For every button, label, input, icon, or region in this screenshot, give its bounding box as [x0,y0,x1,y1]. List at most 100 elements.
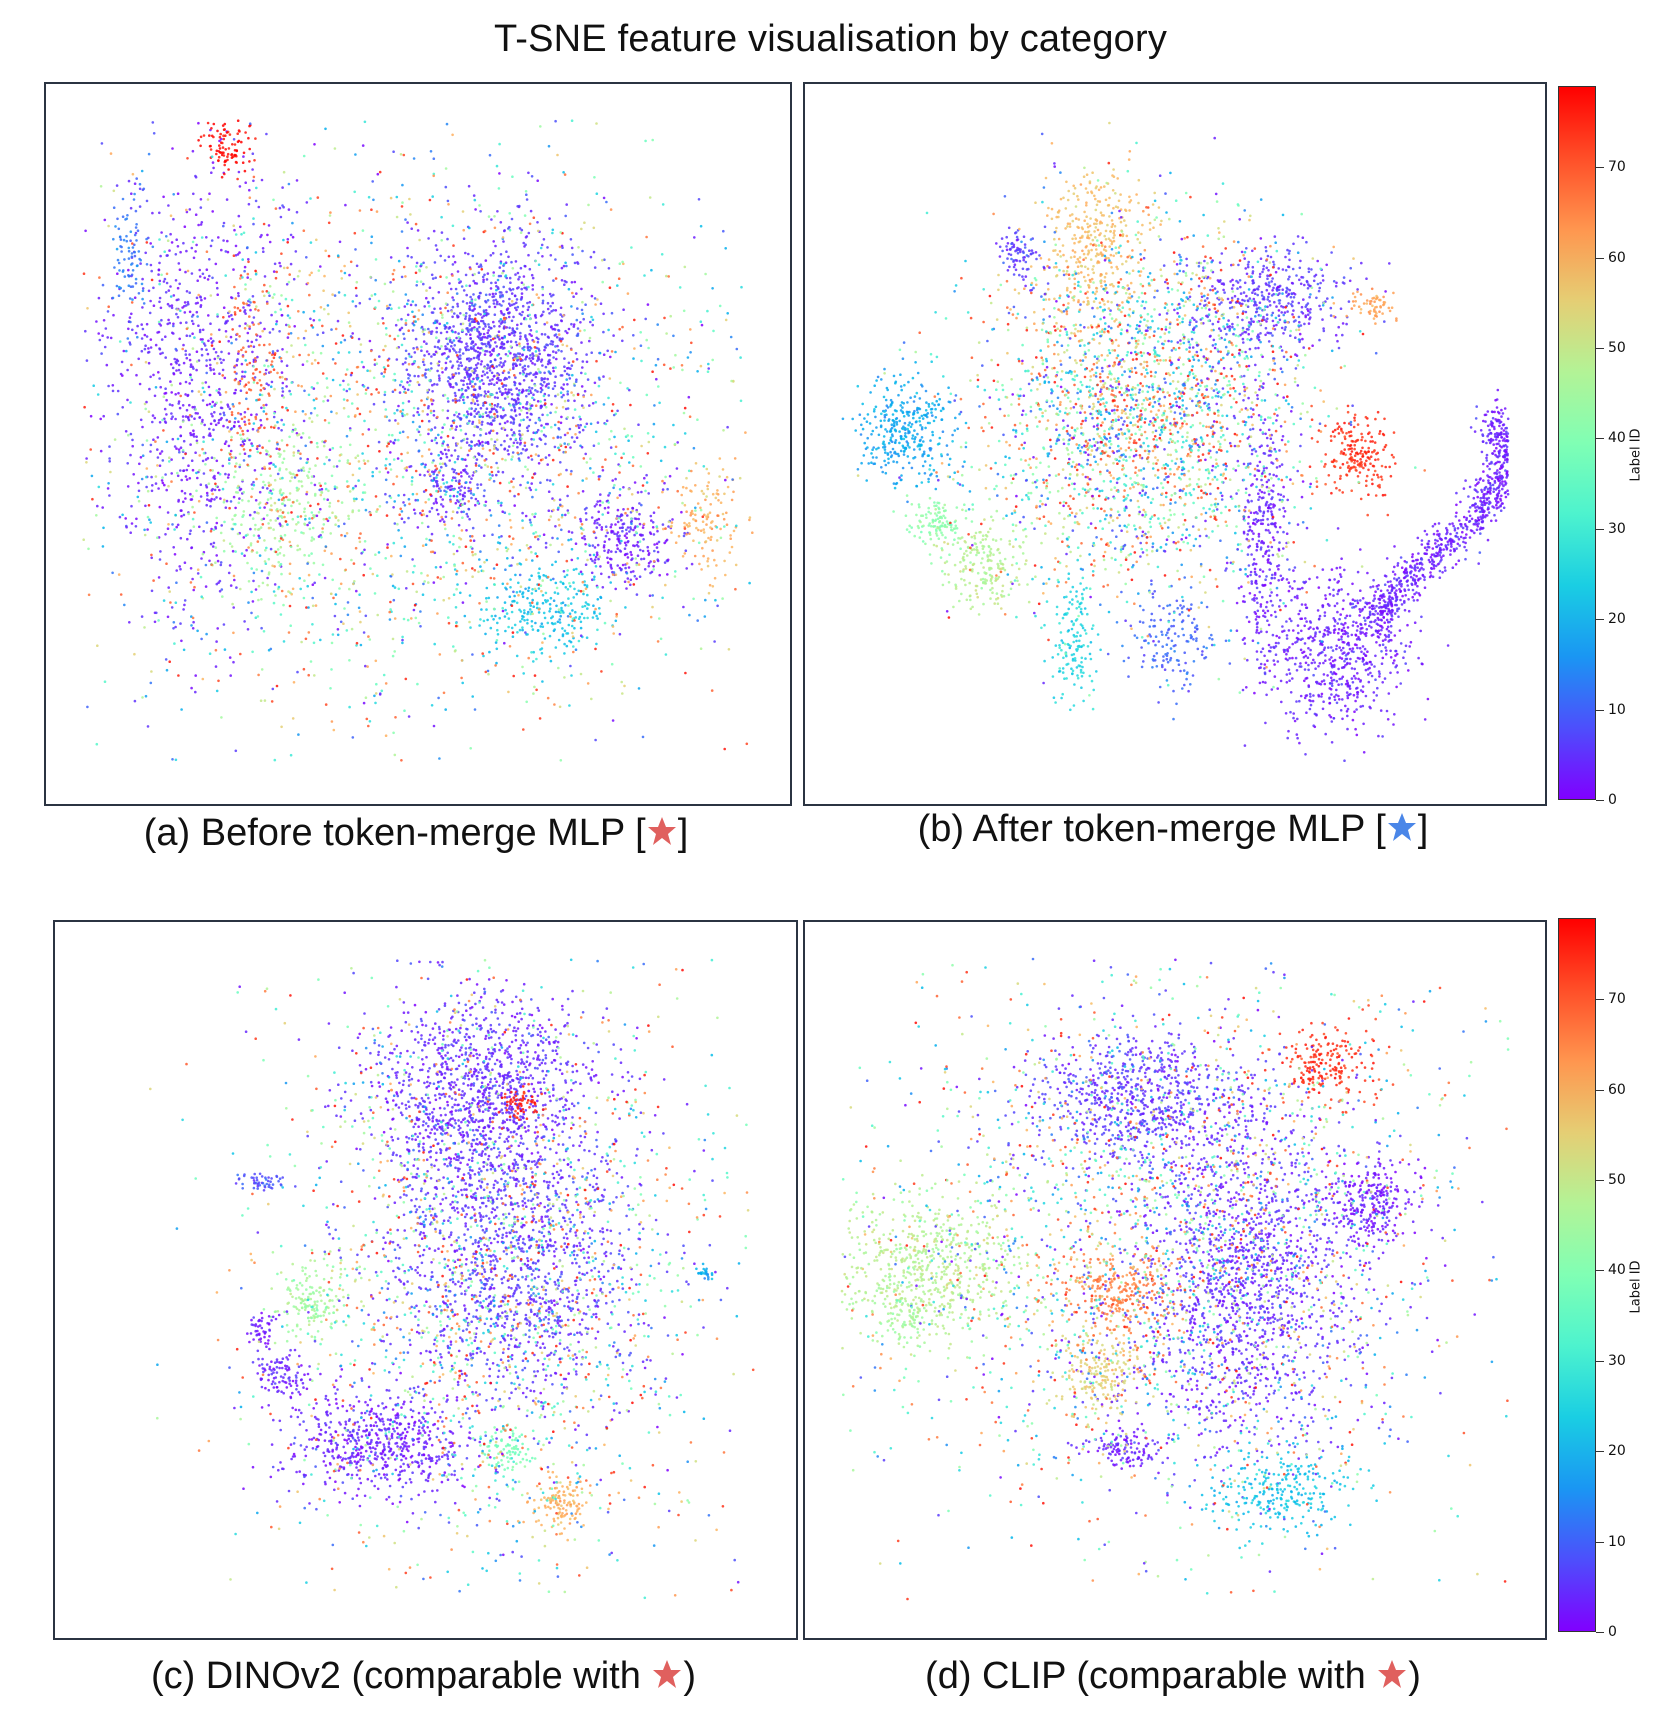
cluster-d-8 [1066,1422,1174,1475]
cluster-a-4 [433,538,627,683]
cluster-b-2 [1221,357,1309,747]
caption-a-text: (a) Before token-merge MLP [ [144,812,646,854]
cluster-d-5 [1188,1424,1375,1550]
cluster-d-6 [955,996,1304,1199]
colorbar-tick [1596,1089,1604,1091]
colorbar-tick-label: 60 [1608,251,1626,265]
colorbar-tick-label: 40 [1608,431,1626,445]
colorbar-tick [1596,1270,1604,1272]
cluster-a-6 [642,443,754,587]
cluster-d-2 [1029,1249,1185,1347]
cluster-c-10 [695,1262,714,1281]
colorbar-tick-label: 20 [1608,1444,1626,1458]
cluster-c-1 [328,1075,729,1484]
cluster-d-1 [840,1153,1068,1360]
colorbar-tick [1596,1451,1604,1453]
cluster-c-8 [486,1085,545,1122]
colorbar-tick [1596,800,1604,801]
cluster-a-10 [82,119,752,762]
panel-b [803,82,1547,806]
cluster-b-11 [1031,558,1102,712]
colorbar-tick-label: 60 [1608,1083,1626,1097]
colorbar-tick [1596,619,1604,621]
caption-b: (b) After token-merge MLP [] [803,808,1543,851]
red-star-icon [653,1660,682,1688]
scatter-plot-a [82,119,754,762]
scatter-plot-d [840,957,1510,1601]
colorbar-tick [1596,1360,1604,1362]
panel-d [803,920,1547,1640]
cluster-d-3 [1051,1314,1157,1426]
colorbar-tick [1596,167,1604,169]
caption-a-end: ] [678,812,689,854]
colorbar-label: Label ID [1629,402,1644,481]
cluster-b-13 [856,132,1426,697]
colorbar-tick [1596,257,1604,259]
cluster-c-5 [246,1310,289,1353]
colorbar-tick-label: 50 [1608,341,1626,355]
scatter-plot-b [841,121,1510,762]
caption-b-text: (b) After token-merge MLP [ [918,808,1386,850]
colorbar-gradient [1558,918,1596,1632]
colorbar-tick [1596,999,1604,1001]
colorbar-tick-label: 0 [1608,1625,1617,1639]
cluster-c-3 [262,1246,351,1345]
colorbar-tick [1596,528,1604,530]
cluster-d-0 [1041,970,1440,1573]
cluster-a-8 [220,207,289,552]
cluster-c-4 [251,1347,322,1410]
cluster-d-9 [879,1290,934,1348]
colorbar-tick [1596,348,1604,350]
colorbar-tick [1596,1180,1604,1182]
cluster-d-4 [1303,1157,1428,1260]
cluster-d-10 [841,957,1510,1601]
colorbar-tick-label: 30 [1608,1354,1626,1368]
colorbar-tick [1596,438,1604,440]
colorbar-tick-label: 30 [1608,522,1626,536]
caption-d-text: (d) CLIP (comparable with [925,1655,1376,1697]
colorbar-tick [1596,1632,1604,1633]
caption-d: (d) CLIP (comparable with ) [803,1655,1543,1698]
colorbar-tick-label: 0 [1608,793,1617,807]
cluster-b-4 [935,508,1059,616]
cluster-b-5 [892,494,974,573]
caption-a: (a) Before token-merge MLP [] [44,812,788,855]
colorbar-tick [1596,1541,1604,1543]
cluster-b-12 [1106,576,1232,721]
cluster-c-0 [297,959,657,1251]
cluster-b-6 [997,121,1180,399]
colorbar-tick-label: 10 [1608,703,1626,717]
red-star-icon [647,817,676,845]
panel-c [53,920,798,1640]
cluster-c-9 [234,1172,297,1192]
colorbar-bottom: 0 10 20 30 40 50 60 70 Label ID [1558,918,1654,1639]
cluster-b-8 [1308,404,1397,517]
cluster-a-7 [197,119,257,181]
cluster-b-10 [1332,287,1398,325]
cluster-a-3 [554,463,694,609]
colorbar-tick-label: 70 [1608,160,1626,174]
colorbar-tick-label: 20 [1608,612,1626,626]
cluster-b-3 [841,360,972,493]
caption-c-end: ) [683,1655,696,1697]
cluster-a-9 [101,152,168,340]
caption-c: (c) DINOv2 (comparable with ) [53,1655,794,1698]
figure-title: T-SNE feature visualisation by category [0,18,1661,61]
cluster-b-7 [1107,218,1391,378]
colorbar-tick-label: 40 [1608,1263,1626,1277]
colorbar-tick [1596,709,1604,711]
cluster-b-9 [995,225,1047,292]
colorbar-label: Label ID [1629,1234,1644,1313]
cluster-a-0 [348,175,658,559]
cluster-c-11 [149,958,755,1600]
colorbar-tick-label: 10 [1608,1535,1626,1549]
caption-c-text: (c) DINOv2 (comparable with [151,1655,651,1697]
cluster-c-2 [233,1362,589,1505]
cluster-b-1 [1352,388,1510,647]
cluster-b-0 [1187,527,1450,762]
colorbar-top: 0 10 20 30 40 50 60 70 Label ID [1558,86,1654,807]
cluster-d-7 [1243,1004,1395,1121]
colorbar-gradient [1558,86,1596,800]
colorbar-tick-label: 50 [1608,1173,1626,1187]
panel-a [44,82,792,806]
